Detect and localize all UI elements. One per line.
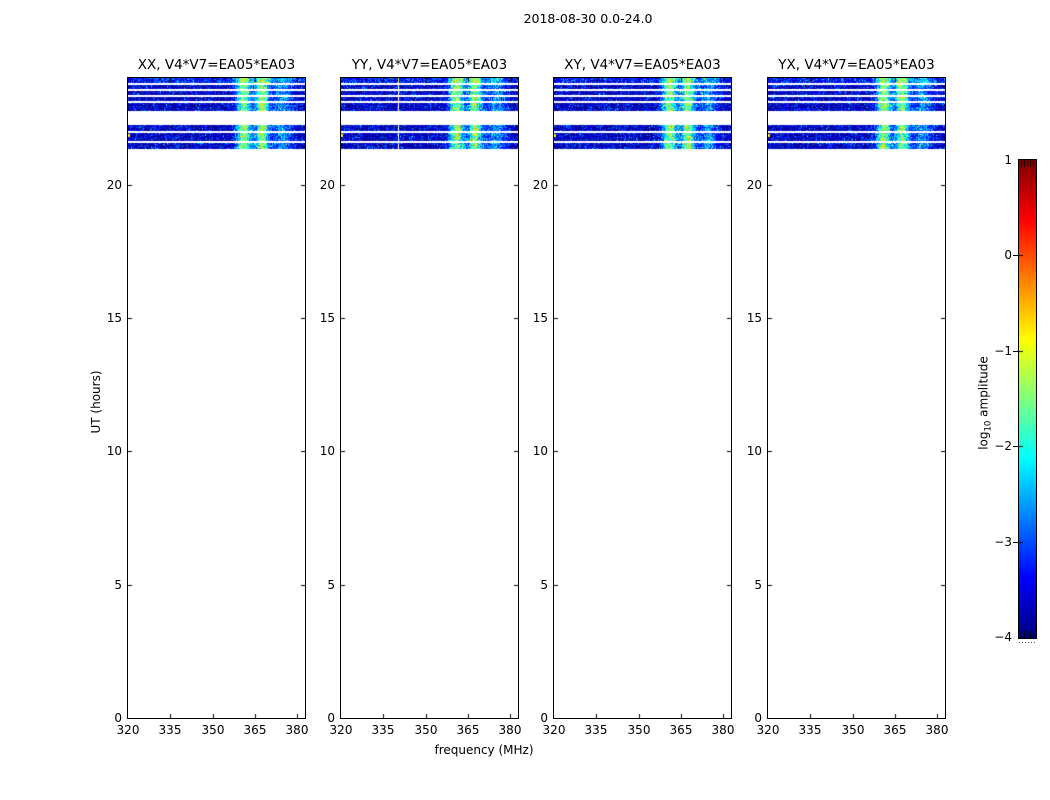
colorbar-tick-label: −3 — [994, 535, 1012, 549]
y-tick-label: 20 — [532, 178, 548, 192]
x-tick-label: 320 — [542, 723, 566, 737]
x-tick-label: 350 — [414, 723, 438, 737]
panel-title: XY, V4*V7=EA05*EA03 — [564, 57, 721, 73]
spectrogram-canvas — [553, 77, 732, 719]
y-tick-label: 10 — [532, 444, 548, 458]
x-tick-label: 380 — [925, 723, 949, 737]
colorbar-tick-mark — [1013, 351, 1018, 352]
y-tick-label: 0 — [114, 711, 122, 725]
x-tick-label: 335 — [371, 723, 395, 737]
x-tick-label: 380 — [498, 723, 522, 737]
y-tick-label: 5 — [114, 578, 122, 592]
y-tick-label: 5 — [540, 578, 548, 592]
y-tick-label: 5 — [754, 578, 762, 592]
y-tick-label: 15 — [532, 311, 548, 325]
x-tick-label: 320 — [756, 723, 780, 737]
panel-title: YY, V4*V7=EA05*EA03 — [351, 57, 508, 73]
x-tick-label: 350 — [627, 723, 651, 737]
x-tick-label: 365 — [669, 723, 693, 737]
y-tick-label: 10 — [746, 444, 762, 458]
x-tick-label: 365 — [456, 723, 480, 737]
colorbar-tick-label: −4 — [994, 630, 1012, 644]
colorbar-canvas — [1018, 159, 1037, 639]
y-tick-label: 20 — [106, 178, 122, 192]
colorbar-tick-label: −1 — [994, 344, 1012, 358]
colorbar-bottom-dots — [1019, 642, 1036, 643]
panel-title: YX, V4*V7=EA05*EA03 — [778, 57, 935, 73]
colorbar-tick-label: −2 — [994, 439, 1012, 453]
x-tick-label: 350 — [841, 723, 865, 737]
panel-title: XX, V4*V7=EA05*EA03 — [137, 57, 296, 73]
y-tick-label: 15 — [319, 311, 335, 325]
y-tick-label: 20 — [319, 178, 335, 192]
x-tick-label: 365 — [243, 723, 267, 737]
spectrogram-canvas — [127, 77, 306, 719]
spectrogram-canvas — [340, 77, 519, 719]
x-tick-label: 365 — [883, 723, 907, 737]
colorbar-tick-label: 0 — [1004, 248, 1012, 262]
x-tick-label: 320 — [329, 723, 353, 737]
x-tick-label: 335 — [584, 723, 608, 737]
x-tick-label: 335 — [158, 723, 182, 737]
y-tick-label: 10 — [319, 444, 335, 458]
y-tick-label: 0 — [327, 711, 335, 725]
x-tick-label: 335 — [798, 723, 822, 737]
y-tick-label: 15 — [106, 311, 122, 325]
x-tick-label: 320 — [116, 723, 140, 737]
x-axis-label: frequency (MHz) — [434, 743, 534, 757]
y-tick-label: 15 — [746, 311, 762, 325]
colorbar-tick-mark — [1013, 255, 1018, 256]
y-tick-label: 20 — [746, 178, 762, 192]
y-tick-label: 0 — [540, 711, 548, 725]
y-tick-label: 10 — [106, 444, 122, 458]
y-tick-label: 5 — [327, 578, 335, 592]
figure-title: 2018-08-30 0.0-24.0 — [523, 11, 653, 26]
colorbar-tick-mark — [1013, 542, 1018, 543]
x-tick-label: 380 — [285, 723, 309, 737]
colorbar-tick-mark — [1013, 446, 1018, 447]
y-tick-label: 0 — [754, 711, 762, 725]
x-tick-label: 380 — [711, 723, 735, 737]
colorbar-tick-label: 1 — [1004, 153, 1012, 167]
spectrogram-canvas — [767, 77, 946, 719]
x-tick-label: 350 — [201, 723, 225, 737]
